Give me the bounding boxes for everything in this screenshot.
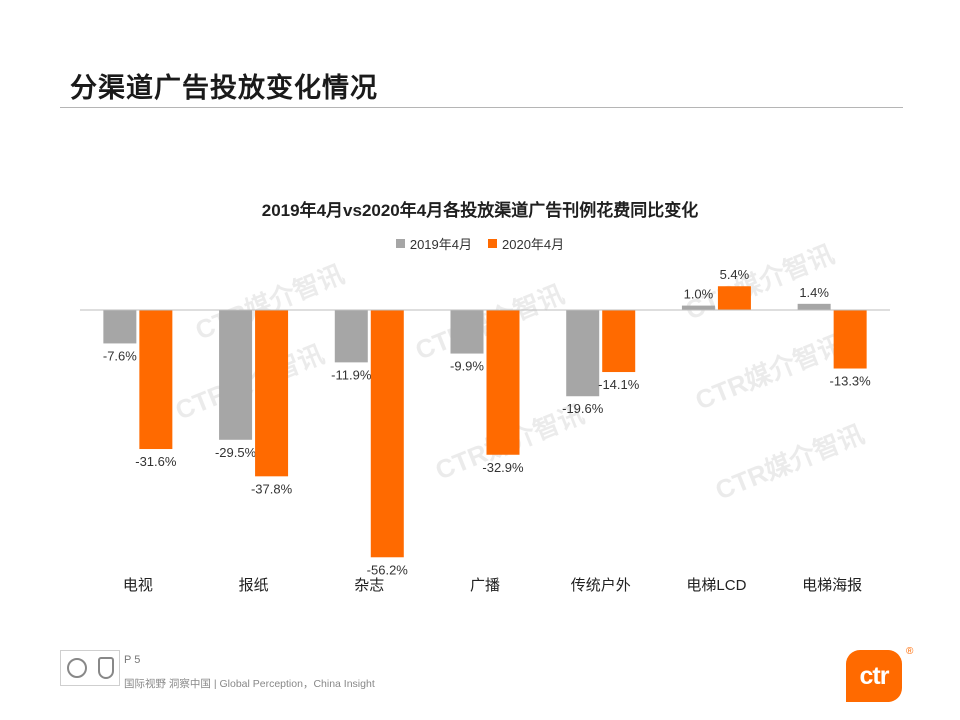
data-label-2020-4: -14.1% bbox=[598, 377, 640, 392]
registered-mark: ® bbox=[906, 646, 914, 657]
bar-2020-5 bbox=[717, 286, 751, 310]
data-label-2020-1: -37.8% bbox=[251, 481, 293, 496]
bar-2020-0 bbox=[139, 310, 173, 450]
bar-chart: CTR媒介智讯CTR媒介智讯CTR媒介智讯CTR媒介智讯CTR媒介智讯CTR媒介… bbox=[80, 239, 890, 594]
data-label-2020-5: 5.4% bbox=[720, 267, 750, 282]
bar-2019-6 bbox=[797, 303, 831, 310]
bar-2020-2 bbox=[370, 310, 404, 558]
page-number: P 5 bbox=[124, 654, 141, 666]
ukas-certification-icon bbox=[97, 657, 114, 679]
sgs-certification-icon bbox=[66, 658, 87, 678]
watermark-text: CTR媒介智讯 bbox=[711, 419, 868, 506]
watermark-text: CTR媒介智讯 bbox=[681, 239, 838, 326]
legend-swatch-2019 bbox=[395, 239, 405, 248]
category-label-5: 电梯LCD bbox=[686, 577, 746, 594]
category-label-3: 广播 bbox=[470, 577, 500, 594]
data-label-2019-1: -29.5% bbox=[215, 445, 257, 460]
certification-badges bbox=[60, 650, 120, 686]
bar-2019-4 bbox=[566, 310, 600, 397]
slide-title: 分渠道广告投放变化情况 bbox=[70, 73, 378, 103]
category-label-6: 电梯海报 bbox=[802, 577, 862, 594]
bar-2019-0 bbox=[103, 310, 137, 344]
bar-2019-5 bbox=[681, 305, 715, 310]
chart-legend: 2019年4月 2020年4月 bbox=[0, 234, 960, 253]
legend-swatch-2020 bbox=[488, 239, 497, 248]
ctr-logo: ctr bbox=[846, 650, 902, 702]
bar-2019-3 bbox=[450, 310, 484, 354]
legend-item-2019: 2019年4月 bbox=[395, 234, 472, 253]
data-label-2019-4: -19.6% bbox=[562, 401, 604, 416]
data-label-2020-6: -13.3% bbox=[830, 374, 872, 389]
legend-label-2019: 2019年4月 bbox=[409, 237, 472, 252]
bar-2019-2 bbox=[334, 310, 368, 363]
category-label-4: 传统户外 bbox=[571, 577, 631, 594]
bar-2020-6 bbox=[833, 310, 867, 369]
bar-2020-3 bbox=[486, 310, 520, 455]
footer-tagline: 国际视野 洞察中国 | Global Perception，China Insi… bbox=[124, 678, 375, 690]
bar-2020-4 bbox=[602, 310, 636, 373]
bar-2019-1 bbox=[219, 310, 253, 440]
bar-2020-1 bbox=[255, 310, 289, 477]
data-label-2020-3: -32.9% bbox=[482, 460, 524, 475]
data-label-2019-6: 1.4% bbox=[799, 285, 829, 300]
legend-item-2020: 2020年4月 bbox=[488, 234, 564, 253]
data-label-2020-2: -56.2% bbox=[367, 562, 409, 577]
legend-label-2020: 2020年4月 bbox=[502, 237, 565, 252]
data-label-2019-2: -11.9% bbox=[331, 367, 372, 382]
data-label-2019-5: 1.0% bbox=[684, 287, 714, 302]
category-label-2: 杂志 bbox=[354, 577, 384, 594]
chart-title: 2019年4月vs2020年4月各投放渠道广告刊例花费同比变化 bbox=[261, 201, 699, 220]
title-divider bbox=[60, 107, 903, 108]
data-label-2020-0: -31.6% bbox=[135, 454, 177, 469]
category-label-1: 报纸 bbox=[239, 577, 269, 594]
watermark-text: CTR媒介智讯 bbox=[691, 329, 848, 416]
data-label-2019-3: -9.9% bbox=[450, 359, 484, 374]
data-label-2019-0: -7.6% bbox=[103, 348, 137, 363]
category-label-0: 电视 bbox=[123, 577, 153, 594]
